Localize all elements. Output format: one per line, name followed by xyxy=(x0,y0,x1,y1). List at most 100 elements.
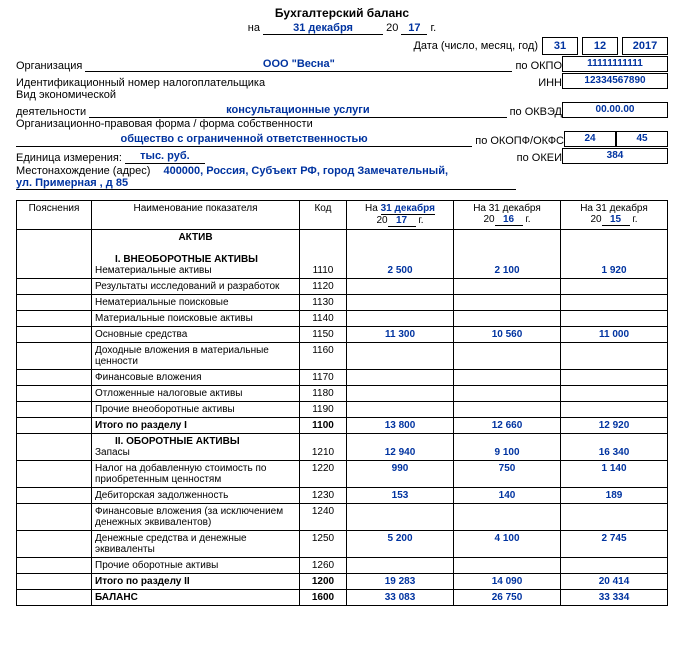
okopf-label: по ОКОПФ/ОКФС xyxy=(475,135,564,147)
cell-v3: 1 140 xyxy=(561,461,668,488)
addr-line2: ул. Примерная , д 85 xyxy=(16,177,516,190)
table-row: Основные средства115011 30010 56011 000 xyxy=(17,327,668,343)
cell-name: Нематериальные поисковые xyxy=(92,295,300,311)
cell-code: 1160 xyxy=(300,343,347,370)
cell-v1 xyxy=(347,311,454,327)
cell-name: Финансовые вложения xyxy=(92,370,300,386)
th-code: Код xyxy=(300,201,347,230)
cell-v2 xyxy=(454,504,561,531)
address-block: Местонахождение (адрес) 400000, Россия, … xyxy=(16,165,668,190)
cell-v3 xyxy=(561,504,668,531)
date-boxes-label: Дата (число, месяц, год) xyxy=(413,40,538,52)
okpo-label: по ОКПО xyxy=(515,60,562,72)
cell-name: Прочие оборотные активы xyxy=(92,558,300,574)
cell-code: 1200 xyxy=(300,574,347,590)
cell-name: Денежные средства и денежные эквиваленты xyxy=(92,531,300,558)
cell-expl xyxy=(17,402,92,418)
org-row: Организация ООО "Весна" по ОКПО 11111111… xyxy=(16,56,668,72)
org-value: ООО "Весна" xyxy=(85,58,512,72)
cell-v1: 19 283 xyxy=(347,574,454,590)
cell-v2 xyxy=(454,279,561,295)
cell-v2: 10 560 xyxy=(454,327,561,343)
activity-value: консультационные услуги xyxy=(89,104,506,118)
cell-expl xyxy=(17,558,92,574)
balance-table: Пояснения Наименование показателя Код На… xyxy=(16,200,668,606)
cell-v1 xyxy=(347,343,454,370)
cell-v3 xyxy=(561,279,668,295)
cell-name: II. ОБОРОТНЫЕ АКТИВЫЗапасы xyxy=(92,434,300,461)
cell-v2 xyxy=(454,386,561,402)
year-g: г. xyxy=(430,22,436,34)
cell-v3: 2 745 xyxy=(561,531,668,558)
addr-label: Местонахождение (адрес) xyxy=(16,165,150,177)
cell-code: 1250 xyxy=(300,531,347,558)
org-label: Организация xyxy=(16,60,82,72)
cell-name: Отложенные налоговые активы xyxy=(92,386,300,402)
cell-code: 1190 xyxy=(300,402,347,418)
okpo-value: 11111111111 xyxy=(562,56,668,72)
table-row: Прочие оборотные активы1260 xyxy=(17,558,668,574)
cell-code: 1170 xyxy=(300,370,347,386)
cell-v3 xyxy=(561,311,668,327)
cell-v1 xyxy=(347,402,454,418)
cell-expl xyxy=(17,230,92,279)
cell-expl xyxy=(17,370,92,386)
cell-expl xyxy=(17,531,92,558)
table-row: Финансовые вложения (за исключением дене… xyxy=(17,504,668,531)
table-row: БАЛАНС160033 08326 75033 334 xyxy=(17,590,668,606)
cell-v1 xyxy=(347,558,454,574)
cell-v2 xyxy=(454,558,561,574)
cell-v1: 11 300 xyxy=(347,327,454,343)
table-row: Денежные средства и денежные эквиваленты… xyxy=(17,531,668,558)
activity-line2: деятельности xyxy=(16,106,86,118)
cell-v1: 5 200 xyxy=(347,531,454,558)
cell-expl xyxy=(17,434,92,461)
as-of-date-row: на 31 декабря 20 17 г. xyxy=(16,22,668,35)
legal-row: общество с ограниченной ответственностью… xyxy=(16,131,668,147)
cell-code: 1130 xyxy=(300,295,347,311)
cell-v2: 26 750 xyxy=(454,590,561,606)
cell-v1 xyxy=(347,504,454,531)
cell-v3: 11 000 xyxy=(561,327,668,343)
table-header-row: Пояснения Наименование показателя Код На… xyxy=(17,201,668,230)
cell-expl xyxy=(17,386,92,402)
okopf2: 45 xyxy=(616,131,668,147)
cell-v1: 153 xyxy=(347,488,454,504)
table-row: Отложенные налоговые активы1180 xyxy=(17,386,668,402)
cell-code: 1150 xyxy=(300,327,347,343)
table-row: Материальные поисковые активы1140 xyxy=(17,311,668,327)
okved-label: по ОКВЭД xyxy=(510,106,562,118)
cell-v1: 13 800 xyxy=(347,418,454,434)
th-name: Наименование показателя xyxy=(92,201,300,230)
cell-expl xyxy=(17,327,92,343)
cell-expl xyxy=(17,590,92,606)
th-period-3: На 31 декабря 2015 г. xyxy=(561,201,668,230)
cell-expl xyxy=(17,574,92,590)
cell-v2: 2 100 xyxy=(454,230,561,279)
cell-name: Прочие внеоборотные активы xyxy=(92,402,300,418)
table-row: Прочие внеоборотные активы1190 xyxy=(17,402,668,418)
cell-name: Дебиторская задолженность xyxy=(92,488,300,504)
cell-v3 xyxy=(561,386,668,402)
cell-name: Итого по разделу II xyxy=(92,574,300,590)
document-title: Бухгалтерский баланс xyxy=(16,6,668,20)
cell-v2 xyxy=(454,343,561,370)
cell-name: Доходные вложения в материальные ценност… xyxy=(92,343,300,370)
cell-v1: 33 083 xyxy=(347,590,454,606)
addr-line1: 400000, Россия, Субъект РФ, город Замеча… xyxy=(163,165,448,177)
cell-v3: 20 414 xyxy=(561,574,668,590)
cell-v3: 33 334 xyxy=(561,590,668,606)
cell-v3: 189 xyxy=(561,488,668,504)
cell-v1 xyxy=(347,295,454,311)
cell-expl xyxy=(17,279,92,295)
legal-label: Организационно-правовая форма / форма со… xyxy=(16,118,668,130)
date-year-box: 2017 xyxy=(622,37,668,55)
cell-v2 xyxy=(454,402,561,418)
table-row: АКТИВI. ВНЕОБОРОТНЫЕ АКТИВЫНематериальны… xyxy=(17,230,668,279)
cell-code: 1180 xyxy=(300,386,347,402)
cell-name: Материальные поисковые активы xyxy=(92,311,300,327)
cell-v2 xyxy=(454,295,561,311)
th-period-1: На 31 декабря 2017 г. xyxy=(347,201,454,230)
table-row: Итого по разделу II120019 28314 09020 41… xyxy=(17,574,668,590)
activity-line1: Вид экономической xyxy=(16,89,668,101)
